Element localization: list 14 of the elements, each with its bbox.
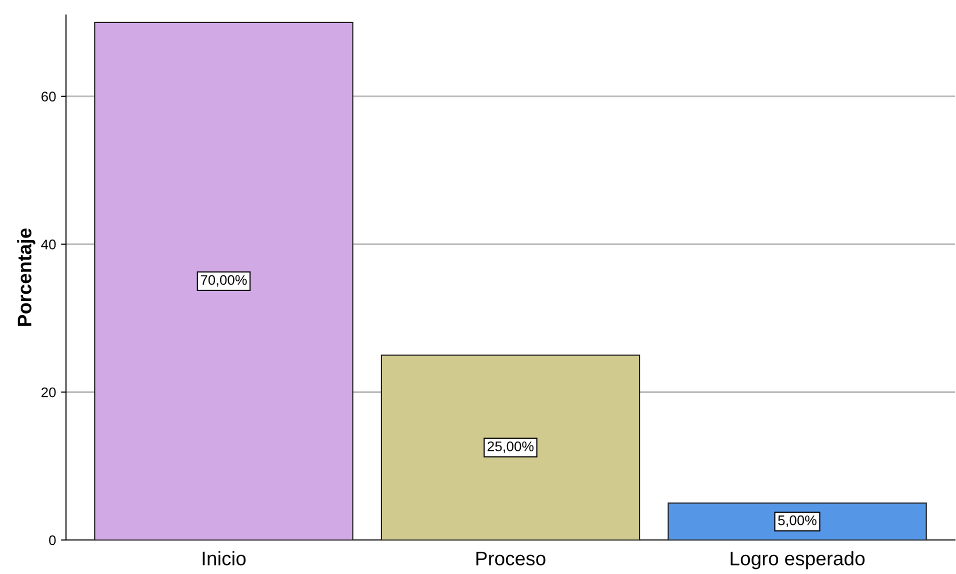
x-tick-label: Logro esperado	[730, 551, 865, 570]
y-tick-label: 60	[42, 92, 56, 102]
y-axis-title: Porcentaje	[17, 228, 36, 326]
data-label: 70,00%	[200, 275, 247, 287]
data-label: 25,00%	[488, 441, 534, 453]
bar	[380, 354, 640, 540]
y-tick-label: 20	[42, 387, 56, 398]
x-tick-label: Inicio	[202, 551, 246, 566]
bar	[94, 22, 354, 540]
x-tick-label: Proceso	[476, 552, 546, 566]
y-tick-label: 0	[49, 535, 56, 546]
y-tick-label: 40	[41, 240, 56, 250]
data-label: 5,00%	[778, 515, 816, 527]
bar	[668, 502, 927, 540]
